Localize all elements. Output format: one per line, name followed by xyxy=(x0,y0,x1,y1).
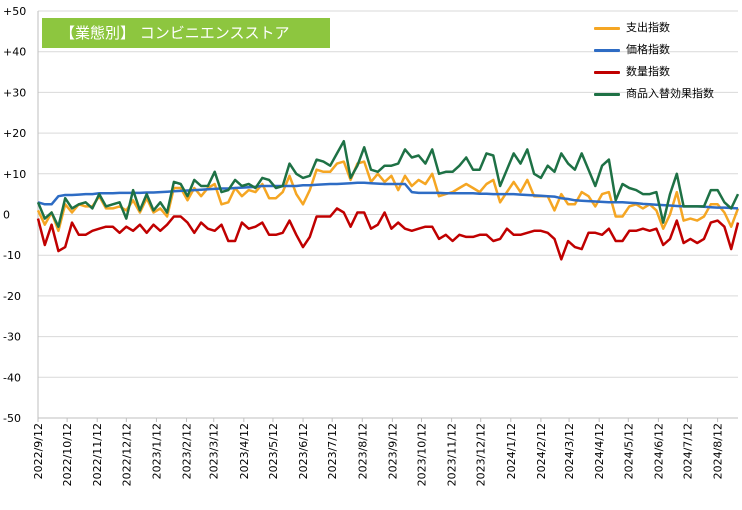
x-axis-ticks: 2022/9/12 2022/10/12 2022/11/12 2022/12/12 2… xyxy=(32,418,725,486)
x-tick-label: 2023/12/12 xyxy=(475,423,488,486)
x-tick-label: 2024/2/12 xyxy=(535,423,548,479)
y-tick-label: +30 xyxy=(3,86,26,99)
y-tick-label: -40 xyxy=(3,371,21,384)
y-tick-label: +20 xyxy=(3,127,26,140)
legend-label-price: 価格指数 xyxy=(626,43,670,56)
series-lines xyxy=(36,139,740,261)
legend-swatch-spending xyxy=(594,27,620,30)
series-line xyxy=(37,181,739,210)
x-tick-label: 2023/7/12 xyxy=(326,423,339,479)
x-tick-label: 2023/2/12 xyxy=(181,423,194,479)
chart-title: 【業態別】 コンビニエンスストア xyxy=(42,18,330,48)
y-tick-label: +10 xyxy=(3,168,26,181)
y-axis-ticks: +50 +40 +30 +20 +10 0 -10 -20 -30 -40 -50 xyxy=(3,5,26,425)
x-tick-label: 2022/10/12 xyxy=(61,423,74,486)
x-tick-label: 2024/6/12 xyxy=(652,423,665,479)
y-tick-label: -50 xyxy=(3,412,21,425)
series-line xyxy=(36,160,740,233)
series-line xyxy=(36,139,740,228)
legend-label-spending: 支出指数 xyxy=(626,21,670,34)
x-tick-label: 2023/11/12 xyxy=(446,423,459,486)
x-tick-label: 2022/12/12 xyxy=(120,423,133,486)
x-tick-label: 2024/5/12 xyxy=(622,423,635,479)
x-tick-label: 2024/3/12 xyxy=(563,423,576,479)
series-line xyxy=(36,207,740,261)
x-tick-label: 2024/7/12 xyxy=(682,423,695,479)
x-tick-label: 2022/9/12 xyxy=(32,423,45,479)
y-tick-label: -30 xyxy=(3,331,21,344)
x-tick-label: 2024/8/12 xyxy=(712,423,725,479)
x-tick-label: 2023/6/12 xyxy=(297,423,310,479)
x-tick-label: 2023/4/12 xyxy=(238,423,251,479)
x-tick-label: 2023/10/12 xyxy=(415,423,428,486)
x-tick-label: 2022/11/12 xyxy=(91,423,104,486)
y-tick-label: -20 xyxy=(3,290,21,303)
x-tick-label: 2023/1/12 xyxy=(150,423,163,479)
legend-swatch-price xyxy=(594,49,620,52)
legend-swatch-quantity xyxy=(594,71,620,74)
y-tick-label: +40 xyxy=(3,46,26,59)
axes xyxy=(37,11,738,419)
x-tick-label: 2023/9/12 xyxy=(386,423,399,479)
x-tick-label: 2024/1/12 xyxy=(505,423,518,479)
legend-label-quantity: 数量指数 xyxy=(626,65,670,78)
x-tick-label: 2024/4/12 xyxy=(593,423,606,479)
y-tick-label: +50 xyxy=(3,5,26,18)
x-tick-label: 2023/8/12 xyxy=(356,423,369,479)
legend-label-replacement: 商品入替効果指数 xyxy=(626,87,714,100)
legend-swatch-replacement xyxy=(594,93,620,96)
x-tick-label: 2023/5/12 xyxy=(267,423,280,479)
y-tick-label: -10 xyxy=(3,249,21,262)
x-tick-label: 2023/3/12 xyxy=(208,423,221,479)
y-tick-label: 0 xyxy=(3,209,10,222)
